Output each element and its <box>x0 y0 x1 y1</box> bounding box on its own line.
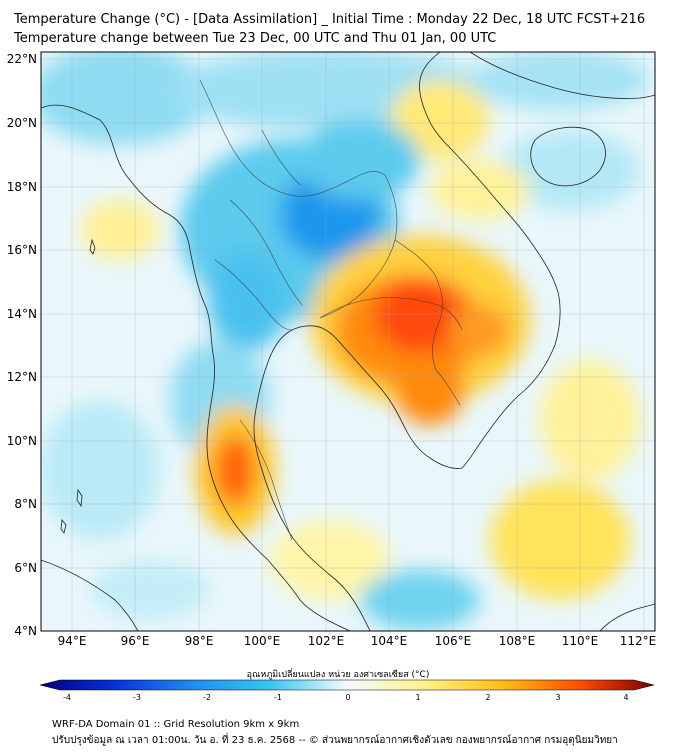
vietnam-coast <box>419 52 561 469</box>
lat-label: 16°N <box>7 243 37 257</box>
border <box>214 259 293 331</box>
lon-label: 112°E <box>620 634 657 648</box>
field-blob <box>375 277 465 353</box>
lon-label: 98°E <box>185 634 214 648</box>
field-blob <box>450 305 510 355</box>
colorbar-tick: 4 <box>623 693 628 702</box>
coastlines <box>41 52 655 631</box>
field-blob <box>395 355 465 425</box>
temperature-field <box>41 52 655 631</box>
field-blob <box>430 160 530 220</box>
lat-label: 4°N <box>14 624 37 638</box>
field-blob <box>300 120 420 200</box>
sumatra-coast <box>41 559 139 631</box>
lon-label: 96°E <box>121 634 150 648</box>
colorbar-ticks: -4 -3 -2 -1 0 1 2 3 4 <box>63 693 629 702</box>
lon-label: 102°E <box>308 634 345 648</box>
colorbar-tick: -4 <box>63 693 71 702</box>
lon-label: 94°E <box>58 634 87 648</box>
lat-axis: 22°N 20°N 18°N 16°N 14°N 12°N 10°N 8°N 6… <box>7 52 37 638</box>
field-blob <box>390 80 490 160</box>
china-coast <box>469 52 655 99</box>
lat-label: 8°N <box>14 497 37 511</box>
colorbar-tick: -3 <box>133 693 141 702</box>
colorbar-label: อุณหภูมิเปลี่ยนแปลง หน่วย องศาเซลเซียส (… <box>247 667 430 680</box>
field-blob <box>360 570 480 630</box>
plot-frame <box>40 51 656 632</box>
andaman-island <box>60 518 67 534</box>
border <box>319 174 398 319</box>
lat-label: 20°N <box>7 116 37 130</box>
colorbar-tick: 0 <box>345 693 350 702</box>
border <box>239 419 293 541</box>
lon-label: 104°E <box>371 634 408 648</box>
field-blob <box>540 360 640 480</box>
border <box>319 297 463 331</box>
gridlines <box>41 52 655 631</box>
lon-label: 108°E <box>499 634 536 648</box>
field-blob <box>208 250 288 350</box>
field-blob <box>41 400 160 540</box>
lat-label: 6°N <box>14 561 37 575</box>
border <box>229 199 303 306</box>
colorbar-tick: 3 <box>555 693 560 702</box>
lat-label: 22°N <box>7 52 37 66</box>
field-blob <box>41 52 210 145</box>
hainan-island <box>530 126 606 187</box>
map-title: Temperature Change (°C) - [Data Assimila… <box>14 12 646 27</box>
colorbar-tick: 2 <box>485 693 490 702</box>
lon-label: 100°E <box>244 634 281 648</box>
colorbar-tick: -2 <box>203 693 211 702</box>
map-subtitle: Temperature change between Tue 23 Dec, 0… <box>14 31 497 46</box>
colorbar: อุณหภูมิเปลี่ยนแปลง หน่วย องศาเซลเซียส (… <box>39 667 655 702</box>
lat-label: 18°N <box>7 180 37 194</box>
border <box>261 129 301 186</box>
borneo-coast <box>599 603 655 631</box>
lon-axis: 94°E 96°E 98°E 100°E 102°E 104°E 106°E 1… <box>58 634 657 648</box>
border <box>435 369 461 406</box>
field-blob <box>270 520 390 600</box>
andaman-island <box>89 238 96 255</box>
colorbar-tick: 1 <box>415 693 420 702</box>
lat-label: 12°N <box>7 370 37 384</box>
border <box>199 79 386 197</box>
lon-label: 106°E <box>435 634 472 648</box>
colorbar-tick: -1 <box>274 693 282 702</box>
field-blob <box>215 435 255 505</box>
lat-label: 14°N <box>7 307 37 321</box>
footer-model-info: WRF-DA Domain 01 :: Grid Resolution 9km … <box>52 719 300 730</box>
lon-label: 110°E <box>562 634 599 648</box>
field-blob <box>490 480 630 600</box>
internal-borders <box>199 79 463 541</box>
border <box>394 239 443 371</box>
field-blob <box>90 560 210 620</box>
footer-credit: ปรับปรุงข้อมูล ณ เวลา 01:00น. วัน อ. ที่… <box>52 735 618 746</box>
colorbar-bar <box>39 679 655 691</box>
andaman-island <box>76 488 83 508</box>
field-blobs <box>41 52 650 630</box>
mainland-coast <box>41 104 351 631</box>
field-blob <box>80 200 160 260</box>
lat-label: 10°N <box>7 434 37 448</box>
field-blob <box>470 52 650 110</box>
